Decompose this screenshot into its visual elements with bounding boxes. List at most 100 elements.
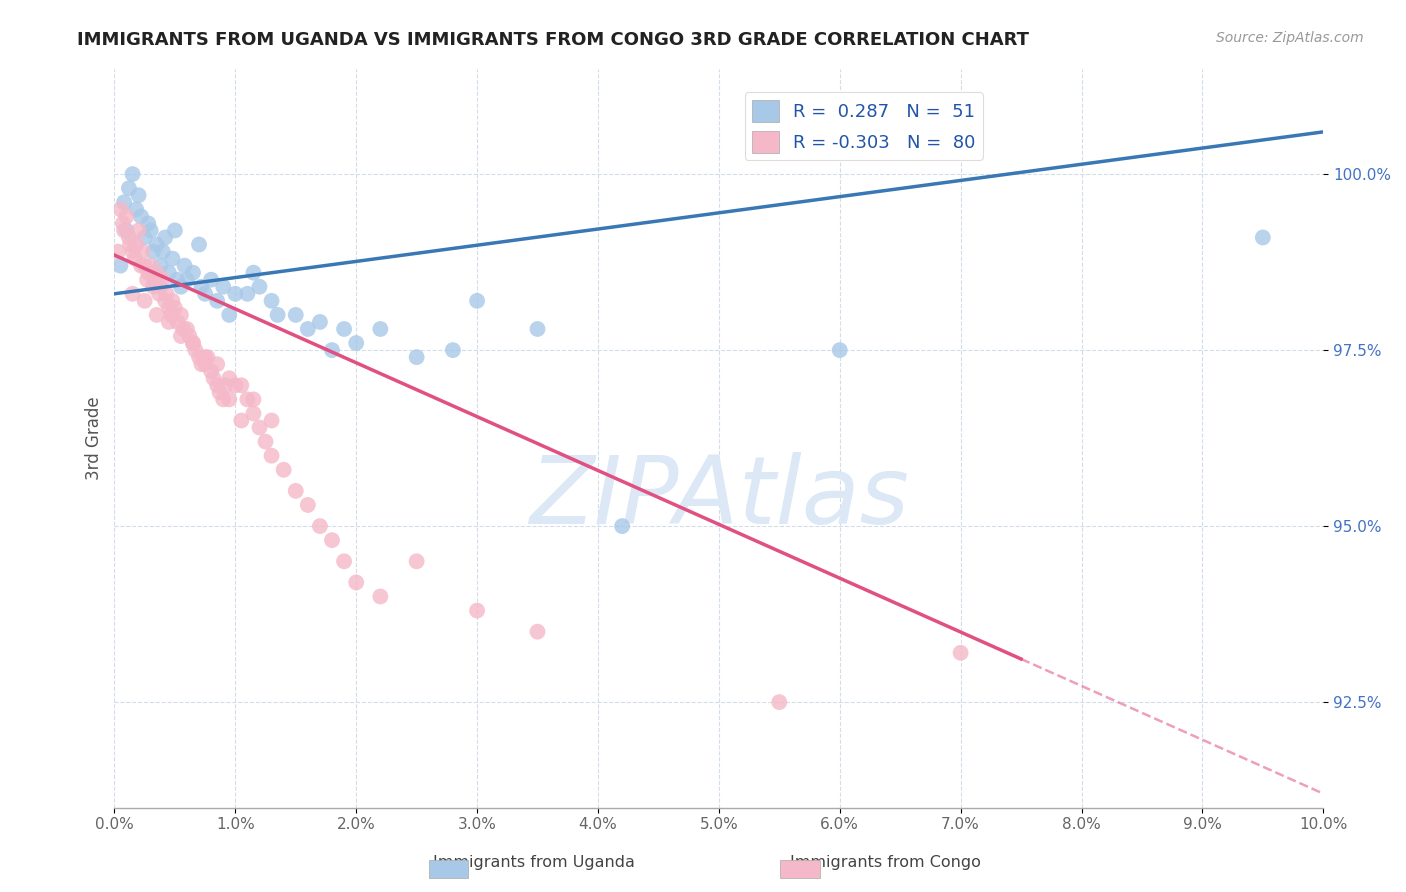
Text: Source: ZipAtlas.com: Source: ZipAtlas.com (1216, 31, 1364, 45)
Point (224, 378, 246, 392)
Point (129, 259, 152, 273)
Point (242, 392, 264, 407)
Y-axis label: 3rd Grade: 3rd Grade (86, 396, 103, 480)
Point (121, 167, 143, 181)
Point (145, 308, 167, 322)
Point (188, 350, 211, 364)
Point (181, 266, 204, 280)
Point (118, 181, 141, 195)
Point (115, 223, 138, 237)
Point (157, 266, 180, 280)
Point (465, 603, 488, 617)
Point (145, 266, 167, 280)
Point (170, 329, 193, 343)
Point (249, 420, 271, 434)
Point (166, 315, 188, 329)
Point (194, 286, 217, 301)
Point (153, 293, 176, 308)
Point (107, 244, 129, 259)
Point (231, 378, 253, 392)
Point (142, 279, 165, 293)
Point (162, 293, 184, 308)
Point (218, 392, 240, 407)
Point (134, 259, 156, 273)
Point (184, 343, 207, 357)
Point (768, 695, 790, 709)
Point (224, 286, 246, 301)
Point (205, 357, 228, 371)
Point (321, 343, 343, 357)
Point (139, 259, 162, 273)
Point (254, 434, 277, 449)
Point (212, 392, 235, 407)
Point (218, 371, 240, 385)
Point (145, 237, 167, 252)
Text: IMMIGRANTS FROM UGANDA VS IMMIGRANTS FROM CONGO 3RD GRADE CORRELATION CHART: IMMIGRANTS FROM UGANDA VS IMMIGRANTS FRO… (77, 31, 1029, 49)
Point (148, 286, 170, 301)
Point (441, 343, 464, 357)
Point (242, 266, 264, 280)
Point (136, 273, 159, 287)
Point (179, 329, 201, 343)
Point (370, 590, 392, 604)
Point (155, 286, 177, 301)
Point (526, 624, 548, 639)
Text: Immigrants from Uganda: Immigrants from Uganda (433, 855, 636, 870)
Point (284, 308, 307, 322)
Point (344, 336, 367, 351)
Point (142, 244, 165, 259)
Point (152, 273, 174, 287)
Point (163, 223, 186, 237)
Point (260, 449, 283, 463)
Point (610, 519, 633, 533)
Point (405, 554, 427, 568)
Point (157, 301, 180, 315)
Point (465, 293, 488, 308)
Point (181, 336, 204, 351)
Point (205, 378, 228, 392)
Point (118, 230, 141, 244)
Point (153, 230, 176, 244)
Text: ZIPAtlas: ZIPAtlas (529, 451, 908, 542)
Point (162, 252, 184, 266)
Point (200, 364, 222, 378)
Text: Immigrants from Congo: Immigrants from Congo (790, 855, 981, 870)
Point (194, 350, 217, 364)
Point (181, 336, 204, 351)
Point (309, 519, 332, 533)
Point (344, 575, 367, 590)
Point (124, 252, 146, 266)
Point (370, 322, 392, 336)
Point (236, 392, 259, 407)
Point (828, 343, 851, 357)
Point (125, 202, 148, 217)
Point (157, 315, 180, 329)
Point (112, 195, 135, 210)
Point (1251, 230, 1274, 244)
Point (112, 223, 135, 237)
Point (149, 279, 172, 293)
Point (297, 322, 319, 336)
Point (170, 308, 193, 322)
Point (170, 279, 193, 293)
Point (173, 259, 195, 273)
Point (176, 322, 198, 336)
Point (202, 371, 225, 385)
Point (172, 322, 194, 336)
Point (190, 279, 212, 293)
Point (200, 273, 222, 287)
Point (194, 357, 217, 371)
Point (134, 293, 156, 308)
Point (136, 266, 159, 280)
Point (110, 202, 132, 217)
Point (136, 216, 159, 230)
Point (242, 407, 264, 421)
Point (121, 244, 143, 259)
Point (309, 315, 332, 329)
Point (321, 533, 343, 548)
Point (333, 322, 356, 336)
Point (205, 293, 228, 308)
Point (266, 308, 288, 322)
Point (134, 230, 156, 244)
Point (949, 646, 972, 660)
